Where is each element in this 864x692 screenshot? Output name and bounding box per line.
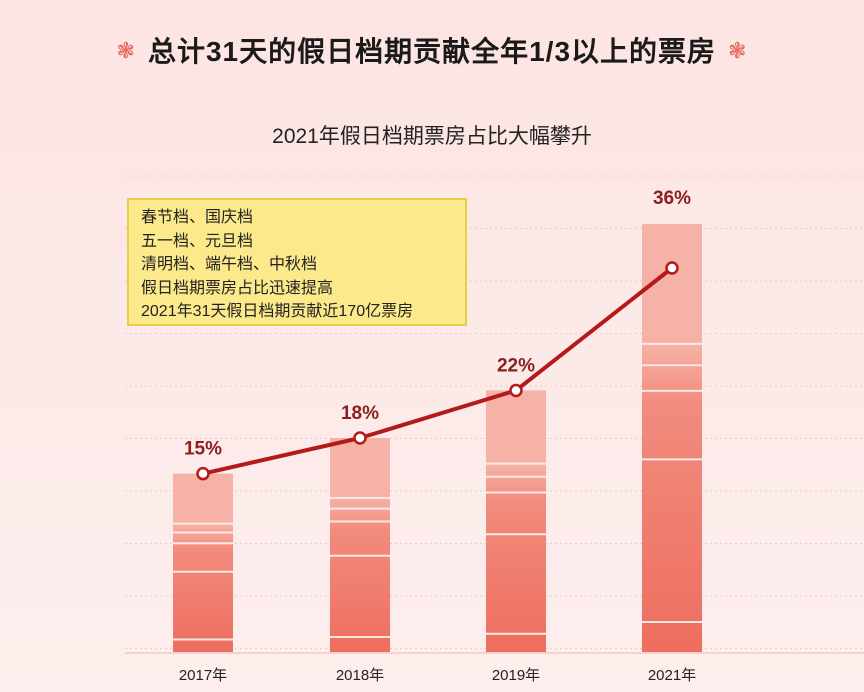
- x-tick-label: 2021年: [648, 667, 696, 684]
- x-tick-label: 2017年: [179, 667, 227, 684]
- value-label: 22%: [497, 355, 535, 376]
- bar: [486, 390, 546, 652]
- page-title-text: 总计31天的假日档期贡献全年1/3以上的票房: [147, 36, 717, 67]
- value-label: 18%: [341, 403, 379, 424]
- note-box: 春节档、国庆档 五一档、元旦档 清明档、端午档、中秋档 假日档期票房占比迅速提高…: [127, 198, 467, 326]
- trend-point: [196, 466, 210, 481]
- note-line: 五一档、元旦档: [141, 232, 254, 250]
- note-line: 春节档、国庆档: [141, 209, 254, 226]
- bar: [330, 438, 390, 652]
- page-title: ❃ 总计31天的假日档期贡献全年1/3以上的票房 ❃: [0, 30, 864, 70]
- x-tick-label: 2019年: [492, 667, 540, 684]
- note-line: 清明档、端午档、中秋档: [141, 256, 318, 273]
- bar: [642, 224, 702, 652]
- flower-icon-right: ❃: [728, 38, 748, 63]
- trend-point: [665, 261, 679, 275]
- trend-point: [509, 383, 523, 398]
- bar: [173, 473, 233, 652]
- trend-point: [353, 431, 367, 445]
- value-label: 36%: [653, 188, 691, 209]
- x-tick-label: 2018年: [336, 667, 384, 684]
- note-line: 2021年31天假日档期贡献近170亿票房: [141, 303, 414, 320]
- flower-icon-left: ❃: [116, 38, 136, 63]
- trend-line: [202, 266, 674, 476]
- chart-title: 2021年假日档期票房占比大幅攀升: [272, 125, 592, 148]
- note-line: 假日档期票房占比迅速提高: [141, 279, 334, 297]
- value-label: 15%: [184, 439, 222, 460]
